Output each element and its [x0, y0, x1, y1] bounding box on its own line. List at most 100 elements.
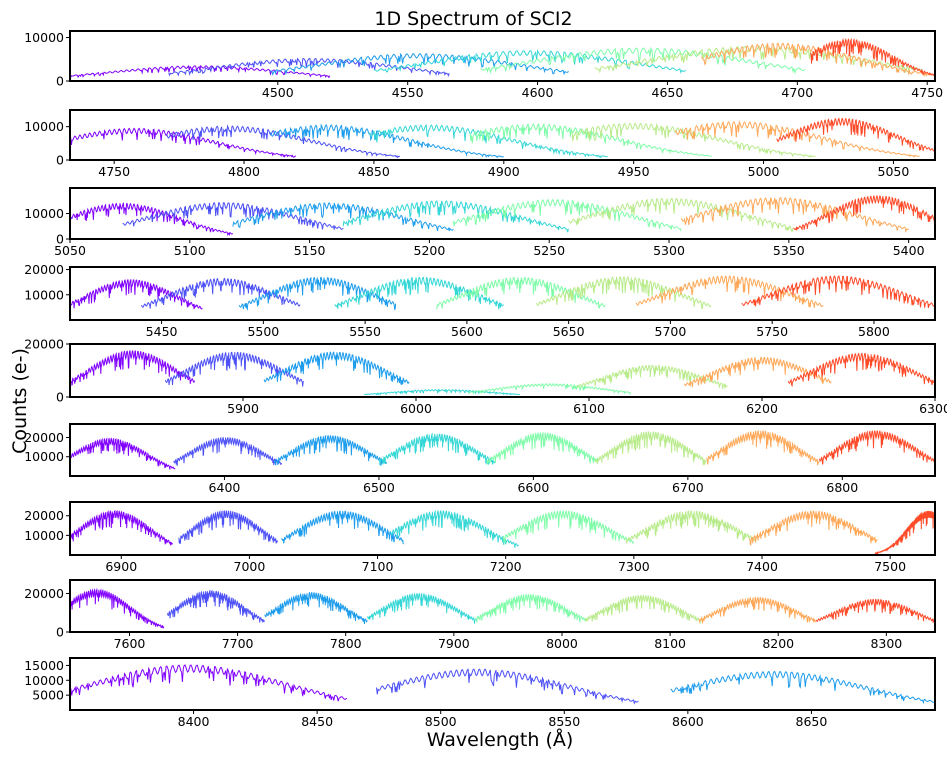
x-tick-label: 6000 — [400, 401, 432, 416]
order-4-spectrum — [334, 276, 504, 310]
x-tick-label: 7000 — [234, 559, 266, 574]
x-tick-label: 4650 — [652, 85, 684, 100]
order-8-spectrum — [818, 430, 936, 465]
y-tick-label: 20000 — [24, 508, 64, 523]
order-2-spectrum — [173, 436, 283, 466]
panel-6: 6400 6500 6600 6700 6800 10000 20000 — [24, 423, 936, 495]
x-tick-label: 5350 — [773, 243, 805, 258]
order-2-spectrum — [376, 668, 639, 705]
panel-frame — [69, 266, 936, 321]
x-tick-label: 5150 — [294, 243, 326, 258]
order-1-spectrum — [69, 509, 173, 546]
order-5-spectrum — [480, 46, 806, 75]
panel-3: 5050 5100 5150 5200 5250 5300 5350 5400 0 10000 — [24, 187, 936, 258]
y-tick-label: 0 — [56, 232, 64, 247]
panel-frame — [69, 343, 936, 398]
y-tick-label: 10000 — [24, 119, 64, 134]
y-tick-label: 0 — [56, 153, 64, 168]
y-tick-label: 10000 — [24, 449, 64, 464]
y-tick-label: 20000 — [24, 337, 64, 352]
order-4-spectrum — [364, 388, 520, 396]
x-tick-label: 8400 — [178, 714, 210, 729]
panel-frame — [69, 657, 936, 711]
panel-7: 6900 7000 7100 7200 7300 7400 7500 10000 20000 — [24, 501, 936, 574]
x-tick-label: 7600 — [114, 636, 146, 651]
panel-4: 5450 5500 5550 5600 5650 5700 5750 5800 10000 200… — [24, 262, 936, 339]
order-6-spectrum — [594, 430, 707, 466]
x-tick-label: 4950 — [618, 164, 650, 179]
x-tick-label: 5750 — [756, 324, 788, 339]
x-tick-label: 5300 — [653, 243, 685, 258]
order-7-spectrum — [700, 42, 936, 78]
panel-frame — [69, 30, 936, 82]
order-3-spectrum — [670, 670, 936, 705]
x-tick-label: 4600 — [522, 85, 554, 100]
order-1-spectrum — [69, 278, 203, 310]
order-7-spectrum — [706, 429, 820, 466]
x-tick-label: 7500 — [874, 559, 906, 574]
x-tick-label: 6800 — [826, 480, 858, 495]
panel-frame — [69, 501, 936, 556]
x-tick-label: 8000 — [546, 636, 578, 651]
x-tick-label: 8200 — [762, 636, 794, 651]
order-6-spectrum — [570, 122, 816, 158]
order-4-spectrum — [390, 509, 519, 548]
x-tick-label: 4500 — [262, 85, 294, 100]
order-8-spectrum — [815, 598, 936, 623]
x-tick-label: 4750 — [911, 85, 943, 100]
order-4-spectrum — [373, 49, 686, 74]
order-7-spectrum — [680, 197, 909, 234]
y-tick-label: 20000 — [24, 262, 64, 277]
order-1-spectrum — [69, 202, 234, 237]
order-7-spectrum — [748, 510, 878, 546]
order-3-spectrum — [264, 591, 368, 624]
x-tick-label: 5450 — [146, 324, 178, 339]
order-2-spectrum — [164, 351, 305, 387]
order-5-spectrum — [452, 198, 682, 232]
x-axis-label: Wavelength (Å) — [426, 729, 574, 751]
y-tick-label: 0 — [56, 74, 64, 89]
x-tick-label: 5400 — [893, 243, 925, 258]
x-tick-label: 8550 — [548, 714, 580, 729]
chart-title: 1D Spectrum of SCI2 — [374, 8, 573, 30]
x-tick-label: 5650 — [553, 324, 585, 339]
y-tick-label: 20000 — [24, 430, 64, 445]
order-5-spectrum — [475, 593, 587, 623]
panel-frame — [69, 423, 936, 477]
x-tick-label: 5800 — [858, 324, 890, 339]
y-tick-label: 0 — [56, 625, 64, 640]
order-1-spectrum — [69, 664, 348, 702]
order-2-spectrum — [165, 124, 401, 159]
y-tick-label: 20000 — [24, 586, 64, 601]
y-tick-label: 10000 — [24, 528, 64, 543]
order-6-spectrum — [568, 197, 794, 233]
x-tick-label: 6100 — [573, 401, 605, 416]
y-tick-label: 5000 — [32, 688, 64, 703]
order-8-spectrum — [741, 275, 936, 309]
x-tick-label: 6200 — [746, 401, 778, 416]
x-tick-label: 4800 — [228, 164, 260, 179]
y-tick-label: 10000 — [24, 673, 64, 688]
x-tick-label: 8650 — [796, 714, 828, 729]
order-2-spectrum — [166, 589, 266, 623]
panel-1: 4500 4550 4600 4650 4700 4750 0 10000 — [24, 30, 943, 100]
x-tick-label: 4750 — [98, 164, 130, 179]
y-tick-label: 15000 — [24, 658, 64, 673]
x-tick-label: 6700 — [672, 480, 704, 495]
order-1-spectrum — [69, 587, 165, 629]
x-tick-label: 5050 — [878, 164, 910, 179]
order-4-spectrum — [342, 200, 569, 233]
x-tick-label: 5200 — [414, 243, 446, 258]
x-tick-label: 8100 — [654, 636, 686, 651]
x-tick-label: 8450 — [301, 714, 333, 729]
order-4-spectrum — [378, 432, 496, 466]
x-tick-label: 4550 — [392, 85, 424, 100]
y-tick-label: 10000 — [24, 287, 64, 302]
panel-frame — [69, 109, 936, 161]
panel-8: 7600 7700 7800 7900 8000 8100 8200 8300 0 20000 — [24, 579, 936, 651]
order-1-spectrum — [69, 437, 176, 470]
y-tick-label: 10000 — [24, 206, 64, 221]
x-tick-label: 7400 — [746, 559, 778, 574]
x-tick-label: 5700 — [655, 324, 687, 339]
